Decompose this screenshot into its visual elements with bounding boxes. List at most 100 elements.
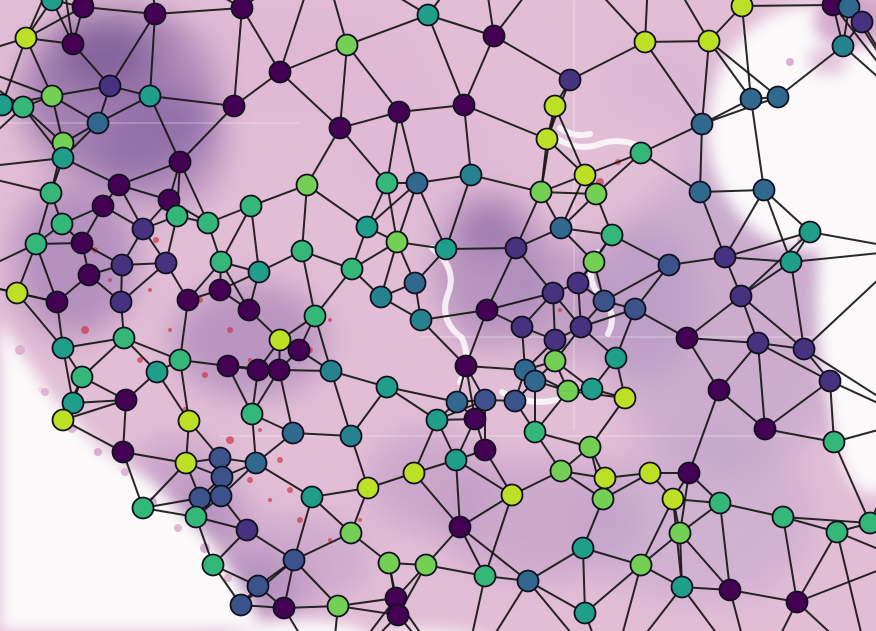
graph-node (629, 553, 653, 577)
graph-edge (741, 5, 752, 100)
graph-node (14, 26, 38, 50)
graph-node (785, 590, 809, 614)
graph-node (111, 440, 135, 464)
graph-edge (179, 105, 235, 163)
graph-edge (149, 95, 235, 107)
graph-edge (381, 614, 399, 631)
graph-node (503, 389, 527, 413)
graph-edge (622, 564, 642, 631)
graph-edge (782, 516, 871, 524)
graph-node (303, 304, 327, 328)
graph-node (543, 328, 567, 352)
tissue-edge-dot (15, 345, 25, 355)
graph-node (335, 33, 359, 57)
graph-node (482, 24, 506, 48)
graph-edge (339, 44, 348, 129)
graph-edge (777, 45, 844, 98)
graph-node (592, 289, 616, 313)
graph-edge (279, 44, 348, 73)
graph-node (39, 181, 63, 205)
graph-node (375, 375, 399, 399)
graph-node (510, 315, 534, 339)
graph-node (604, 346, 628, 370)
graph-edge (603, 264, 670, 302)
graph-node (850, 10, 874, 34)
graph-node (463, 407, 487, 431)
graph-node (281, 421, 305, 445)
graph-edge (279, 0, 305, 73)
graph-edge (334, 605, 339, 631)
tissue-edge-dot (174, 524, 182, 532)
graph-node (677, 461, 701, 485)
graph-node (209, 484, 233, 508)
graph-edge (0, 243, 37, 263)
tissue-edge-dot (224, 574, 232, 582)
graph-node (473, 564, 497, 588)
graph-node (600, 223, 624, 247)
graph-edge (832, 4, 876, 62)
graph-node (543, 349, 567, 373)
graph-node (240, 402, 264, 426)
graph-edge (842, 45, 876, 77)
graph-node (549, 459, 573, 483)
graph-node (5, 281, 29, 305)
graph-edge (644, 0, 649, 43)
graph-node (268, 328, 292, 352)
graph-node (623, 297, 647, 321)
graph-node (208, 278, 232, 302)
graph-node (459, 163, 483, 187)
graph-edge (283, 607, 299, 631)
graph-edge (1, 37, 27, 106)
graph-node (818, 369, 842, 393)
graph-edge (233, 7, 243, 107)
graph-node (246, 358, 270, 382)
graph-node (402, 461, 426, 485)
graph-node (798, 220, 822, 244)
graph-node (98, 74, 122, 98)
tissue-edge-dot (786, 58, 794, 66)
graph-node (752, 178, 776, 202)
graph-edge (463, 35, 495, 106)
graph-node (448, 515, 472, 539)
graph-node (40, 0, 64, 12)
graph-node (112, 326, 136, 350)
graph-node (556, 379, 580, 403)
graph-edge (386, 111, 400, 184)
graph-edge (401, 0, 429, 16)
graph-node (109, 290, 133, 314)
graph-node (237, 298, 261, 322)
graph-node (201, 553, 225, 577)
graph-edge (241, 7, 281, 73)
graph-edge (836, 531, 876, 550)
graph-node (210, 465, 234, 489)
graph-node (573, 163, 597, 187)
tissue-edge-dot (803, 279, 809, 285)
graph-edge (416, 182, 447, 250)
graph-edge (861, 21, 876, 48)
graph-node (425, 408, 449, 432)
graph-node (697, 29, 721, 53)
graph-edge (644, 41, 703, 125)
graph-node (729, 284, 753, 308)
graph-edge (0, 75, 53, 97)
graph-node (739, 87, 763, 111)
graph-node (24, 232, 48, 256)
graph-node (339, 521, 363, 545)
graph-node (246, 574, 270, 598)
graph-edge (764, 428, 835, 443)
graph-edge (82, 6, 156, 15)
graph-node (500, 483, 524, 507)
graph-node (549, 216, 573, 240)
graph-node (766, 85, 790, 109)
graph-edge (463, 104, 548, 140)
tissue-edge-dot (121, 468, 129, 476)
graph-edge (719, 502, 731, 591)
graph-node (114, 388, 138, 412)
graph-node (184, 505, 208, 529)
graph-node (792, 337, 816, 361)
graph-node (541, 281, 565, 305)
graph-edge (486, 247, 517, 311)
graph-edge (796, 531, 838, 603)
graph-node (272, 596, 296, 620)
